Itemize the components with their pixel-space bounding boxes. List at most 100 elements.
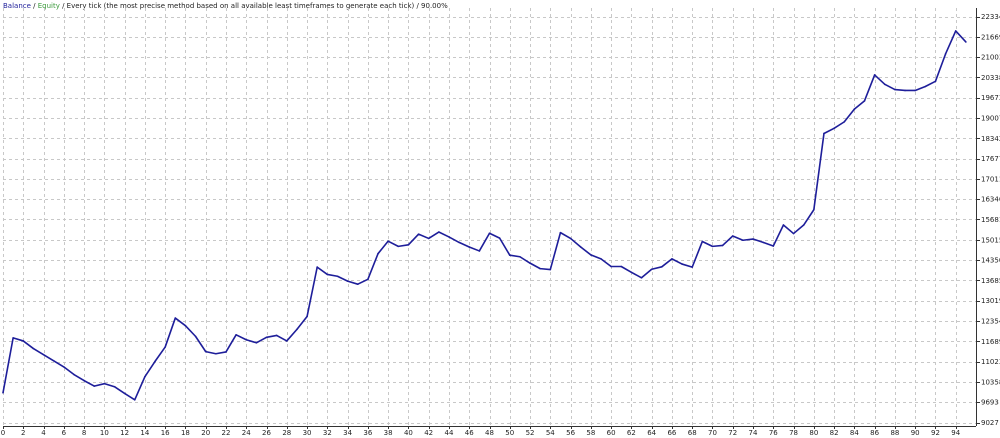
x-tick-label-15: 30 bbox=[303, 429, 312, 437]
data-point-42 bbox=[427, 237, 430, 240]
grid bbox=[3, 8, 976, 426]
data-point-9 bbox=[93, 385, 96, 387]
data-point-76 bbox=[772, 245, 775, 247]
data-point-1 bbox=[12, 337, 14, 339]
x-tick-label-35: 70 bbox=[708, 429, 717, 437]
data-point-88 bbox=[894, 88, 896, 91]
x-tick-label-17: 34 bbox=[343, 429, 352, 437]
data-point-17 bbox=[174, 317, 177, 319]
data-point-81 bbox=[823, 132, 825, 135]
legend-equity: Equity bbox=[37, 2, 60, 10]
data-point-82 bbox=[833, 127, 835, 130]
data-point-54 bbox=[549, 268, 552, 271]
data-point-84 bbox=[853, 108, 856, 110]
data-point-5 bbox=[52, 359, 55, 362]
data-point-73 bbox=[742, 239, 744, 242]
data-point-29 bbox=[296, 328, 298, 331]
data-point-93 bbox=[944, 53, 947, 55]
data-point-13 bbox=[133, 399, 136, 401]
x-tick-label-10: 20 bbox=[201, 429, 210, 437]
data-point-65 bbox=[661, 266, 663, 268]
data-point-36 bbox=[367, 278, 369, 281]
x-tick-label-13: 26 bbox=[262, 429, 271, 437]
data-point-57 bbox=[579, 246, 582, 248]
x-tick-label-29: 58 bbox=[586, 429, 595, 437]
data-point-52 bbox=[529, 262, 531, 264]
data-point-20 bbox=[204, 350, 207, 353]
x-tick-label-37: 74 bbox=[749, 429, 758, 437]
data-point-35 bbox=[356, 283, 359, 286]
data-point-24 bbox=[245, 338, 248, 341]
y-tick-label-16: 11689 bbox=[981, 338, 1000, 346]
series-line-balance bbox=[2, 30, 967, 401]
y-tick-label-7: 17677 bbox=[981, 155, 1000, 163]
x-tick-label-44: 88 bbox=[890, 429, 899, 437]
data-point-6 bbox=[63, 366, 65, 368]
x-tick-label-19: 38 bbox=[384, 429, 393, 437]
data-point-92 bbox=[934, 80, 937, 83]
x-tick-label-27: 54 bbox=[546, 429, 555, 437]
data-point-79 bbox=[802, 224, 805, 226]
x-tick-label-28: 56 bbox=[566, 429, 575, 437]
data-point-8 bbox=[83, 379, 85, 382]
y-tick-label-0: 22334 bbox=[981, 13, 1000, 21]
data-point-48 bbox=[488, 232, 491, 235]
x-tick-label-21: 42 bbox=[424, 429, 433, 437]
data-point-40 bbox=[407, 244, 410, 246]
y-tick-label-6: 18342 bbox=[981, 135, 1000, 143]
data-point-19 bbox=[194, 335, 197, 338]
data-point-28 bbox=[285, 340, 288, 342]
data-point-83 bbox=[843, 121, 846, 123]
data-point-34 bbox=[346, 280, 349, 282]
y-tick-label-9: 16346 bbox=[981, 196, 1000, 204]
y-tick-label-2: 21003 bbox=[981, 54, 1000, 62]
x-tick-label-30: 60 bbox=[607, 429, 616, 437]
data-point-31 bbox=[316, 266, 319, 268]
data-point-14 bbox=[144, 375, 146, 378]
y-tick-label-1: 21669 bbox=[981, 33, 1000, 41]
data-point-15 bbox=[154, 360, 156, 363]
data-point-53 bbox=[539, 267, 541, 270]
x-tick-label-38: 76 bbox=[769, 429, 778, 437]
chart-legend: Balance / Equity / Every tick (the most … bbox=[3, 1, 448, 11]
y-tick-label-11: 15015 bbox=[981, 236, 1000, 244]
data-point-43 bbox=[438, 231, 440, 233]
data-point-21 bbox=[215, 352, 217, 355]
y-tick-label-4: 19673 bbox=[981, 94, 1000, 102]
data-point-23 bbox=[235, 334, 237, 336]
series-layer bbox=[2, 30, 967, 401]
legend-separator: / bbox=[30, 2, 38, 10]
x-tick-label-41: 82 bbox=[830, 429, 839, 437]
data-point-3 bbox=[32, 347, 35, 350]
data-point-49 bbox=[498, 237, 501, 239]
x-tick-label-12: 24 bbox=[242, 429, 251, 437]
legend-balance: Balance bbox=[3, 2, 31, 10]
data-point-2 bbox=[22, 340, 25, 342]
x-tick-label-31: 62 bbox=[627, 429, 636, 437]
data-point-77 bbox=[782, 224, 785, 226]
x-tick-label-32: 64 bbox=[647, 429, 656, 437]
data-point-95 bbox=[965, 41, 967, 43]
data-point-37 bbox=[377, 252, 379, 255]
data-point-27 bbox=[275, 334, 278, 337]
y-tick-label-17: 11023 bbox=[981, 358, 1000, 366]
data-point-26 bbox=[265, 336, 268, 339]
y-tick-label-15: 12354 bbox=[981, 317, 1000, 325]
data-point-62 bbox=[630, 271, 633, 274]
y-tick-label-13: 13685 bbox=[981, 277, 1000, 285]
data-point-16 bbox=[164, 346, 166, 348]
data-point-71 bbox=[721, 244, 724, 247]
x-tick-label-40: 80 bbox=[809, 429, 818, 437]
data-point-51 bbox=[519, 255, 521, 258]
data-point-50 bbox=[508, 254, 511, 257]
data-point-4 bbox=[42, 353, 45, 356]
x-tick-label-34: 68 bbox=[688, 429, 697, 437]
x-tick-label-36: 72 bbox=[728, 429, 737, 437]
data-point-59 bbox=[600, 258, 602, 260]
data-point-7 bbox=[73, 373, 75, 376]
data-point-68 bbox=[691, 266, 694, 268]
x-tick-label-20: 40 bbox=[404, 429, 413, 437]
x-tick-label-33: 66 bbox=[667, 429, 676, 437]
data-point-91 bbox=[924, 85, 927, 88]
